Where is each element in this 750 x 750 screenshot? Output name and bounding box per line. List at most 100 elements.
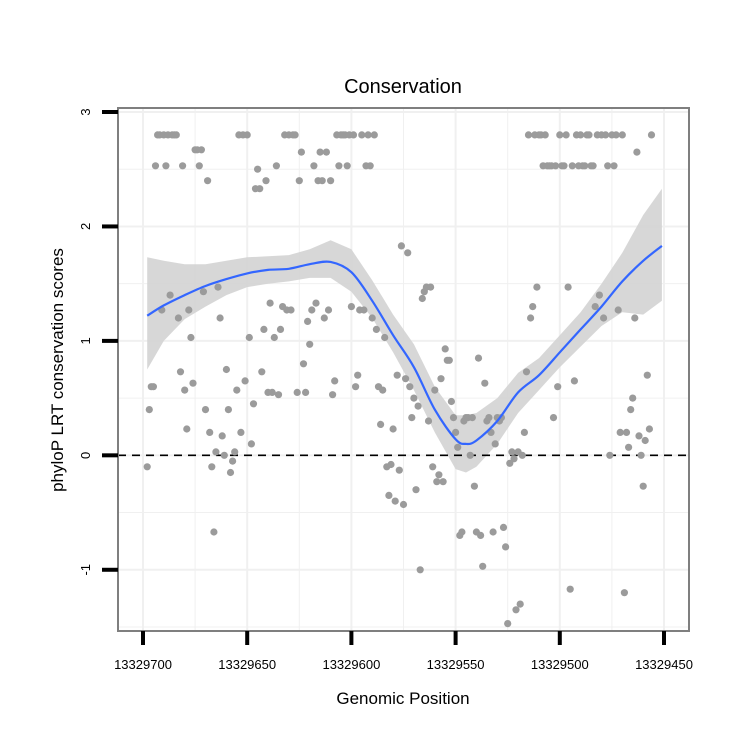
data-point-124 — [402, 375, 410, 383]
data-point-160 — [477, 531, 485, 540]
data-point-139 — [433, 478, 441, 486]
data-point-239 — [641, 436, 649, 445]
data-point-142 — [439, 478, 447, 486]
data-point-220 — [602, 131, 610, 139]
x-tick-label-1: 13329650 — [218, 657, 276, 672]
x-tick-label-4: 13329500 — [531, 657, 589, 672]
data-point-39 — [224, 406, 232, 414]
data-point-128 — [410, 394, 418, 402]
chart-title: Conservation — [344, 76, 462, 98]
data-point-59 — [266, 299, 274, 307]
data-point-20 — [185, 306, 193, 314]
data-point-187 — [533, 283, 541, 291]
data-point-79 — [308, 306, 316, 314]
data-point-162 — [481, 379, 489, 387]
data-point-100 — [352, 383, 360, 391]
data-point-38 — [222, 365, 230, 374]
data-point-33 — [212, 448, 220, 456]
data-point-51 — [249, 400, 258, 408]
x-tick-label-5: 13329450 — [635, 657, 693, 672]
data-point-40 — [226, 468, 235, 477]
data-point-32 — [210, 528, 218, 536]
data-point-229 — [620, 589, 629, 597]
data-point-118 — [389, 425, 397, 433]
data-point-156 — [468, 414, 476, 422]
data-point-130 — [414, 402, 422, 410]
data-point-116 — [385, 491, 393, 499]
data-point-9 — [162, 162, 170, 170]
data-point-137 — [429, 463, 437, 471]
data-point-228 — [618, 131, 626, 139]
data-point-34 — [214, 283, 222, 291]
data-point-37 — [220, 451, 228, 459]
data-point-238 — [639, 482, 647, 490]
data-point-109 — [370, 131, 378, 139]
data-point-231 — [625, 443, 633, 451]
data-point-121 — [395, 466, 403, 474]
confidence-ribbon — [147, 188, 662, 473]
data-point-60 — [268, 388, 276, 396]
data-point-215 — [591, 303, 599, 311]
data-point-148 — [452, 428, 460, 436]
data-point-92 — [335, 162, 343, 170]
data-point-49 — [245, 333, 253, 342]
y-axis-label: phyloP LRT conservation scores — [48, 248, 67, 492]
data-point-166 — [489, 528, 497, 536]
data-point-17 — [179, 162, 187, 170]
data-point-62 — [272, 162, 280, 170]
data-point-96 — [343, 162, 351, 170]
data-point-167 — [491, 440, 499, 448]
data-point-29 — [204, 177, 212, 185]
data-point-171 — [499, 523, 508, 532]
data-point-87 — [324, 306, 333, 314]
data-point-76 — [302, 388, 310, 396]
data-point-180 — [518, 451, 526, 459]
data-point-183 — [524, 131, 533, 139]
data-point-123 — [399, 500, 408, 509]
data-point-181 — [520, 428, 529, 436]
data-point-138 — [431, 386, 439, 394]
data-point-161 — [479, 562, 487, 570]
data-point-149 — [454, 443, 462, 451]
data-point-98 — [347, 303, 355, 311]
data-point-117 — [387, 460, 395, 469]
data-point-200 — [560, 162, 568, 170]
data-point-132 — [418, 294, 426, 303]
data-point-236 — [635, 432, 643, 440]
data-point-237 — [637, 451, 645, 459]
data-point-173 — [504, 620, 512, 628]
data-point-14 — [172, 131, 180, 139]
data-point-25 — [195, 162, 203, 170]
x-axis-label: Genomic Position — [336, 689, 469, 708]
data-point-146 — [447, 397, 455, 406]
data-point-22 — [189, 379, 197, 387]
data-point-0 — [143, 463, 151, 471]
y-tick-label-4: 3 — [78, 108, 93, 115]
data-point-197 — [554, 383, 562, 391]
data-point-219 — [600, 314, 608, 322]
data-point-88 — [327, 177, 335, 185]
data-point-41 — [229, 457, 237, 465]
data-point-80 — [310, 162, 318, 170]
y-tick-label-3: 2 — [78, 223, 93, 230]
data-point-240 — [643, 371, 651, 379]
data-point-195 — [549, 414, 558, 422]
data-point-15 — [174, 314, 182, 322]
data-point-113 — [379, 386, 387, 394]
data-point-145 — [445, 356, 453, 364]
data-point-203 — [566, 585, 574, 593]
data-point-176 — [510, 455, 518, 463]
data-point-21 — [187, 333, 195, 342]
data-point-50 — [247, 440, 255, 448]
data-point-208 — [577, 131, 585, 139]
data-point-11 — [166, 291, 174, 299]
data-point-141 — [437, 375, 445, 383]
data-point-108 — [368, 314, 376, 322]
data-point-28 — [201, 406, 210, 414]
data-point-104 — [360, 306, 368, 314]
data-point-19 — [183, 425, 191, 433]
data-point-174 — [506, 459, 514, 467]
data-point-227 — [616, 428, 624, 436]
data-point-242 — [647, 131, 656, 139]
data-point-4 — [151, 162, 160, 170]
